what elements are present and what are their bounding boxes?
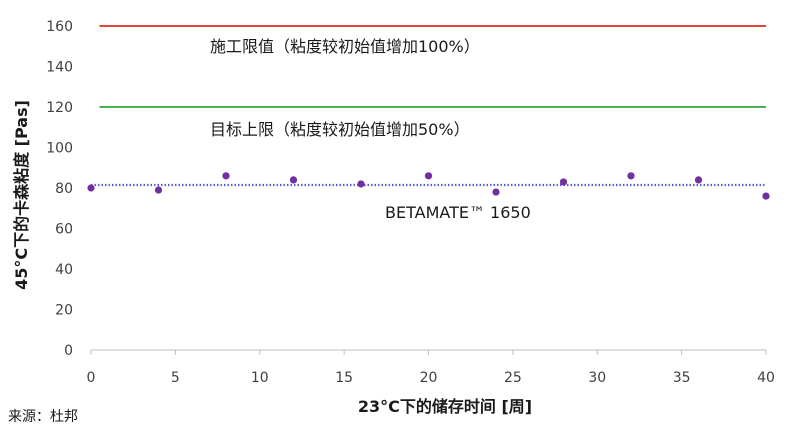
- data-point: [424, 172, 433, 180]
- x-tick-label: 40: [757, 370, 775, 386]
- x-axis: 0 5 10 15 20 25 30 35 40: [87, 349, 775, 386]
- x-tick-label: 35: [673, 370, 691, 386]
- data-point: [559, 178, 568, 186]
- y-tick-label: 120: [46, 100, 73, 116]
- y-tick-label: 100: [46, 141, 73, 157]
- y-tick-label: 20: [55, 303, 73, 319]
- reference-lines: 施工限值（粘度较初始值增加100%） 目标上限（粘度较初始值增加50%）: [91, 25, 766, 187]
- x-tick-label: 15: [335, 370, 353, 386]
- y-tick-label: 60: [55, 222, 73, 238]
- data-point: [762, 192, 770, 200]
- y-axis: 0 20 40 60 80 100 120 140 160: [46, 19, 73, 359]
- data-point: [357, 180, 365, 188]
- x-tick-label: 30: [588, 370, 606, 386]
- data-point: [289, 176, 298, 184]
- x-tick-label: 0: [87, 370, 96, 386]
- series-label: BETAMATE™ 1650: [385, 203, 531, 222]
- data-point: [222, 172, 230, 180]
- data-point: [87, 184, 95, 192]
- reference-line-label: 目标上限（粘度较初始值增加50%）: [210, 120, 470, 139]
- y-tick-label: 140: [46, 60, 73, 76]
- x-tick-label: 10: [251, 370, 269, 386]
- y-tick-label: 0: [64, 343, 73, 359]
- y-axis-title: 45°C下的卡森粘度 [Pas]: [12, 100, 31, 290]
- data-point: [627, 172, 635, 180]
- data-points: [87, 172, 770, 200]
- x-axis-title: 23°C下的储存时间 [周]: [358, 397, 532, 416]
- data-point: [694, 176, 703, 184]
- y-tick-label: 160: [46, 19, 73, 35]
- y-tick-label: 80: [55, 181, 73, 197]
- x-tick-label: 20: [420, 370, 438, 386]
- x-tick-label: 25: [504, 370, 522, 386]
- reference-line-label: 施工限值（粘度较初始值增加100%）: [210, 37, 480, 56]
- source-note: 来源：杜邦: [8, 409, 78, 425]
- data-point: [492, 188, 500, 196]
- y-tick-label: 40: [55, 262, 73, 278]
- x-tick-label: 5: [171, 370, 180, 386]
- data-point: [154, 186, 163, 194]
